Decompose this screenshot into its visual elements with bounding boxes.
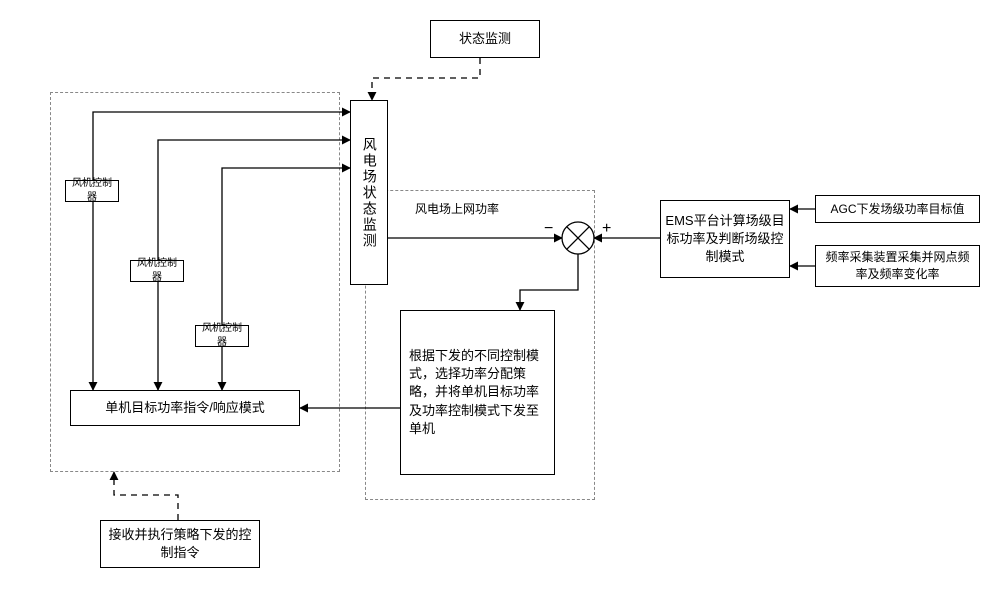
freq-box: 频率采集装置采集并网点频率及频率变化率 — [815, 245, 980, 287]
fan-controller-3-label: 风机控制器 — [200, 322, 244, 350]
wind-status-box: 风电场状态监测 — [350, 100, 388, 285]
status-monitor-label: 状态监测 — [459, 30, 511, 48]
fan-controller-3: 风机控制器 — [195, 325, 249, 347]
grid-power-label: 风电场上网功率 — [415, 200, 499, 217]
ems-text: EMS平台计算场级目标功率及判断场级控制模式 — [665, 212, 785, 267]
ems-box: EMS平台计算场级目标功率及判断场级控制模式 — [660, 200, 790, 278]
strategy-text: 根据下发的不同控制模式，选择功率分配策略，并将单机目标功率及功率控制模式下发至单… — [409, 347, 546, 438]
fan-controller-1: 风机控制器 — [65, 180, 119, 202]
status-monitor-label-box: 状态监测 — [430, 20, 540, 58]
wind-status-text: 风电场状态监测 — [359, 137, 379, 249]
minus-sign: − — [544, 220, 553, 238]
fan-controller-2-label: 风机控制器 — [135, 257, 179, 285]
fan-controller-1-label: 风机控制器 — [70, 177, 114, 205]
plus-sign: + — [602, 220, 611, 238]
receive-exec-text: 接收并执行策略下发的控制指令 — [105, 526, 255, 562]
receive-exec-box: 接收并执行策略下发的控制指令 — [100, 520, 260, 568]
fan-controller-2: 风机控制器 — [130, 260, 184, 282]
agc-text: AGC下发场级功率目标值 — [830, 201, 964, 218]
agc-box: AGC下发场级功率目标值 — [815, 195, 980, 223]
strategy-box: 根据下发的不同控制模式，选择功率分配策略，并将单机目标功率及功率控制模式下发至单… — [400, 310, 555, 475]
single-cmd-box: 单机目标功率指令/响应模式 — [70, 390, 300, 426]
freq-text: 频率采集装置采集并网点频率及频率变化率 — [820, 249, 975, 283]
grid-power-label-text: 风电场上网功率 — [415, 202, 499, 216]
single-cmd-text: 单机目标功率指令/响应模式 — [105, 399, 265, 417]
